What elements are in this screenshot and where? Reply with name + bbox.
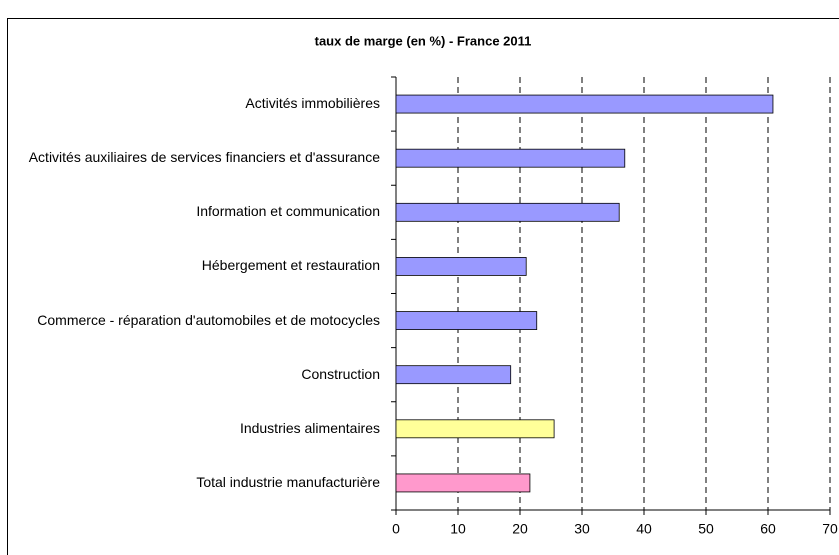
x-tick-label: 0 [392,521,400,537]
y-tick-label-wrap: Hébergement et restauration [0,239,380,292]
y-tick-label-box: Total industrie manufacturière [0,456,380,509]
chart-title: taux de marge (en %) - France 2011 [315,33,532,48]
y-tick-label-box: Industries alimentaires [0,402,380,455]
bar [395,365,512,385]
y-tick-label-box: Information et communication [0,185,380,238]
y-tick-label-wrap: Industries alimentaires [0,402,380,455]
y-tick-label-wrap: Activités auxiliaires de services financ… [0,131,380,184]
bar [395,148,626,168]
y-tick-label: Activités immobilières [245,95,380,111]
y-tick-label: Commerce - réparation d'automobiles et d… [37,311,380,328]
x-tick-label: 40 [636,521,652,537]
y-tick-label-wrap: Activités immobilières [0,77,380,130]
y-tick-label-wrap: Construction [0,348,380,401]
y-tick-label: Construction [301,365,380,382]
bar [395,419,555,439]
y-tick-label: Hébergement et restauration [201,257,380,274]
x-tick-label: 70 [822,521,838,537]
y-tick-label-box: Activités immobilières [0,77,380,130]
x-tick-label: 60 [760,521,776,537]
x-tick-label: 50 [698,521,714,537]
x-tick-label: 30 [574,521,590,537]
bar [395,202,620,222]
y-tick-label: Information et communication [196,203,380,220]
y-tick-label-wrap: Commerce - réparation d'automobiles et d… [0,294,380,347]
bar [395,94,774,114]
bar [395,311,538,330]
bar [395,257,527,276]
y-tick-label-wrap: Information et communication [0,185,380,238]
y-tick-label-box: Commerce - réparation d'automobiles et d… [0,294,380,347]
y-tick-label-box: Hébergement et restauration [0,239,380,292]
bar [395,473,531,493]
x-tick-label: 20 [512,521,528,537]
y-tick-label: Activités auxiliaires de services financ… [28,149,380,166]
y-tick-label-wrap: Total industrie manufacturière [0,456,380,509]
y-tick-label-box: Activités auxiliaires de services financ… [0,131,380,184]
y-tick-label: Total industrie manufacturière [196,473,380,490]
y-tick-label-box: Construction [0,348,380,401]
y-tick-label: Industries alimentaires [239,419,380,436]
x-tick-label: 10 [450,521,466,537]
